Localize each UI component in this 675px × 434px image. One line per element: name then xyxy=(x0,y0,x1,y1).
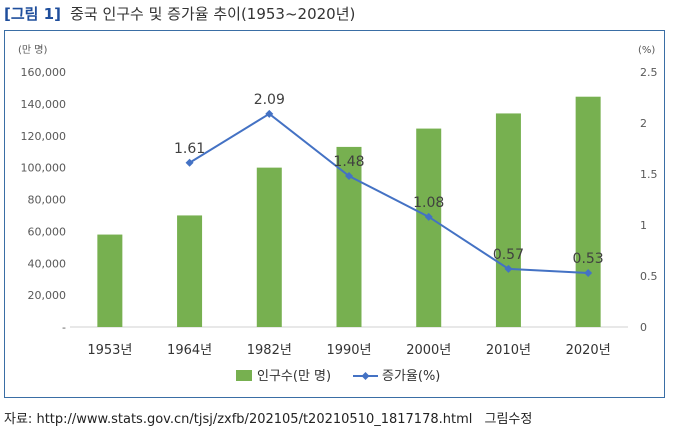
y-left-tick-label: 160,000 xyxy=(21,66,67,79)
legend-bar-swatch xyxy=(236,370,252,381)
x-tick-label: 1990년 xyxy=(326,343,371,358)
y-right-tick-label: 0.5 xyxy=(640,270,658,283)
data-label: 1.61 xyxy=(174,141,205,157)
legend-line-marker xyxy=(361,372,370,380)
line-point xyxy=(584,268,593,277)
x-tick-label: 2010년 xyxy=(486,343,531,358)
chart-frame xyxy=(4,30,665,398)
y-right-tick-label: 1 xyxy=(640,219,647,232)
y-right-tick-label: 1.5 xyxy=(640,168,658,181)
x-tick-label: 2000년 xyxy=(406,343,451,358)
y-right-unit: (%) xyxy=(638,45,655,56)
line-point xyxy=(185,158,194,167)
bar xyxy=(177,215,203,327)
y-left-tick-label: - xyxy=(62,321,66,334)
y-left-tick-label: 100,000 xyxy=(21,162,67,175)
y-left-tick-label: 60,000 xyxy=(28,225,67,238)
y-left-tick-label: 80,000 xyxy=(28,194,67,207)
x-tick-label: 1964년 xyxy=(167,343,212,358)
data-label: 2.09 xyxy=(254,92,285,108)
line-point xyxy=(345,172,353,181)
data-label: 1.48 xyxy=(333,154,364,170)
growth-rate-line xyxy=(189,112,589,274)
bar xyxy=(575,96,601,327)
legend-line-label: 증가율(%) xyxy=(382,369,440,384)
y-right-tick-label: 2.5 xyxy=(640,66,658,79)
y-left-tick-label: 40,000 xyxy=(28,257,67,270)
bar xyxy=(256,167,282,327)
data-label: 1.08 xyxy=(413,195,444,211)
x-tick-label: 1953년 xyxy=(87,343,132,358)
bar xyxy=(97,234,123,327)
line-point xyxy=(504,264,513,273)
source-url: http://www.stats.gov.cn/tjsj/zxfb/202105… xyxy=(36,412,473,427)
bar xyxy=(416,128,442,327)
figure-caption: 중국 인구수 및 증가율 추이(1953~2020년) xyxy=(70,5,356,23)
legend-bar-label: 인구수(만 명) xyxy=(257,369,331,384)
line-point xyxy=(424,212,433,221)
figure-title: [그림 1] 중국 인구수 및 증가율 추이(1953~2020년) xyxy=(4,3,355,27)
source-credit: 그림수정 xyxy=(484,412,533,427)
y-left-tick-label: 120,000 xyxy=(21,130,67,143)
line-point xyxy=(265,109,274,118)
data-label: 0.57 xyxy=(493,247,524,263)
y-right-tick-label: 0 xyxy=(640,321,647,334)
source-note: 자료: http://www.stats.gov.cn/tjsj/zxfb/20… xyxy=(4,408,532,427)
x-tick-label: 2020년 xyxy=(566,343,611,358)
y-left-tick-label: 20,000 xyxy=(28,289,67,302)
data-label: 0.53 xyxy=(573,251,604,267)
bar xyxy=(495,113,521,327)
x-tick-label: 1982년 xyxy=(247,343,292,358)
y-left-unit: (만 명) xyxy=(18,44,47,56)
y-right-tick-label: 2 xyxy=(640,117,647,130)
y-left-tick-label: 140,000 xyxy=(21,98,67,111)
source-label: 자료: xyxy=(4,412,33,427)
figure-tag: [그림 1] xyxy=(4,5,61,23)
